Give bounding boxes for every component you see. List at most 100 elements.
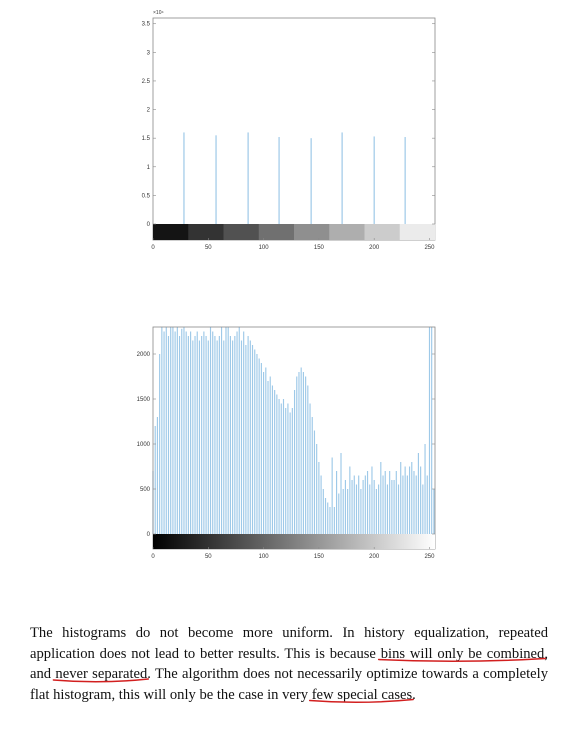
y-tick-label: 3 xyxy=(147,50,151,56)
histogram-bar xyxy=(307,385,309,534)
histogram-2-bars xyxy=(152,327,435,534)
underlined-phrase-few-special-cases: few special cases xyxy=(311,686,413,703)
histogram-bar xyxy=(163,331,165,534)
histogram-bar xyxy=(391,480,393,534)
histogram-bar xyxy=(375,489,377,534)
histogram-bar xyxy=(245,345,247,534)
histogram-bar xyxy=(373,480,375,534)
histogram-bar xyxy=(340,453,342,534)
histogram-bar xyxy=(287,403,289,534)
histogram-bar xyxy=(205,336,207,534)
histogram-bar xyxy=(278,137,280,224)
histogram-bar xyxy=(238,327,240,534)
y-tick-label: 0 xyxy=(147,532,151,538)
histogram-bar xyxy=(161,327,163,534)
caption-part: . The algorithm does not necessarily opt… xyxy=(30,666,548,703)
histogram-bar xyxy=(243,331,245,534)
x-tick-label: 250 xyxy=(424,245,435,251)
histogram-bar xyxy=(362,480,364,534)
histogram-bar xyxy=(404,466,406,534)
y-tick-label: 2 xyxy=(147,108,151,114)
histogram-bar xyxy=(389,471,391,534)
histogram-bar xyxy=(274,390,276,534)
histogram-bar xyxy=(358,475,360,534)
histogram-bar xyxy=(165,327,167,534)
x-tick-label: 200 xyxy=(369,554,380,560)
histogram-bar xyxy=(347,489,349,534)
histogram-bar xyxy=(236,331,238,534)
y-axis-ticks-1: 0 0.5 1 1.5 2 2.5 3 3.5 xyxy=(142,22,435,228)
histogram-bar xyxy=(298,372,300,534)
y-tick-label: 1.5 xyxy=(142,136,151,142)
histogram-bar xyxy=(384,471,386,534)
histogram-bar xyxy=(291,408,293,534)
histogram-bar xyxy=(353,475,355,534)
histogram-bar xyxy=(349,466,351,534)
histogram-bar xyxy=(411,462,413,534)
histogram-bar xyxy=(280,403,282,534)
histogram-bar xyxy=(386,484,389,534)
underlined-phrase-bins-combined: bins will only be combined xyxy=(380,645,545,662)
histogram-bar xyxy=(428,327,431,534)
y-tick-label: 0.5 xyxy=(142,193,151,199)
histogram-bar xyxy=(249,340,251,534)
histogram-bar xyxy=(218,336,220,534)
y-tick-label: 2000 xyxy=(137,352,151,358)
histogram-bar xyxy=(300,367,302,534)
histogram-bar xyxy=(417,453,419,534)
y-tick-label: 1500 xyxy=(137,397,151,403)
histogram-bar xyxy=(351,480,353,534)
histogram-bar xyxy=(336,471,338,534)
histogram-chart-1: ×10⁴ 0 0.5 1 1.5 2 2.5 3 3.5 0 50 100 150 200 250 xyxy=(142,10,436,251)
histogram-bar xyxy=(215,135,217,224)
histogram-bar xyxy=(296,376,298,534)
histogram-bar xyxy=(322,489,324,534)
histogram-bar xyxy=(382,475,384,534)
y-tick-label: 0 xyxy=(147,222,151,228)
histogram-bar xyxy=(192,340,194,534)
histogram-chart-2: 0 500 1000 1500 2000 0 50 100 150 200 250 xyxy=(137,326,436,560)
histogram-bar xyxy=(198,340,201,534)
x-tick-label: 100 xyxy=(259,245,270,251)
histogram-bar xyxy=(397,484,400,534)
y-axis-ticks-2: 0 500 1000 1500 2000 xyxy=(137,352,435,538)
histogram-bar xyxy=(190,331,192,534)
x-tick-label: 0 xyxy=(151,554,155,560)
histogram-bar xyxy=(185,331,187,534)
histogram-bar xyxy=(289,412,291,534)
histogram-bar xyxy=(422,484,424,534)
y-tick-label: 1 xyxy=(147,165,151,171)
histogram-bar xyxy=(229,336,231,534)
histogram-bar xyxy=(380,462,382,534)
histogram-bar xyxy=(220,327,223,534)
histogram-bar xyxy=(196,331,198,534)
colorbar-segment xyxy=(294,224,330,240)
caption-text: The histograms do not become more unifor… xyxy=(30,623,548,705)
histogram-bar xyxy=(251,345,254,534)
histogram-bar xyxy=(360,489,362,534)
histogram-bar xyxy=(156,417,158,534)
histogram-bar xyxy=(247,132,249,224)
histogram-bar xyxy=(214,336,216,534)
histogram-bar xyxy=(194,336,196,534)
y-tick-label: 2.5 xyxy=(142,79,151,85)
histogram-bar xyxy=(395,471,397,534)
histogram-bar xyxy=(232,340,234,534)
histogram-bar xyxy=(309,403,311,534)
x-tick-label: 50 xyxy=(205,245,212,251)
histogram-bar xyxy=(260,363,262,534)
histogram-bar xyxy=(159,354,161,534)
histogram-bar xyxy=(415,475,417,534)
histogram-bar xyxy=(176,327,178,534)
histogram-bar xyxy=(329,507,331,534)
histogram-bar xyxy=(327,502,329,534)
x-tick-label: 250 xyxy=(424,554,435,560)
x-tick-label: 200 xyxy=(369,245,380,251)
histogram-bar xyxy=(333,507,335,534)
histogram-bar xyxy=(254,349,256,534)
histogram-bar xyxy=(181,328,183,534)
histogram-bar xyxy=(293,390,296,534)
histogram-bar xyxy=(212,331,214,534)
histogram-bar xyxy=(267,381,269,534)
y-exponent-label: ×10⁴ xyxy=(153,10,164,16)
